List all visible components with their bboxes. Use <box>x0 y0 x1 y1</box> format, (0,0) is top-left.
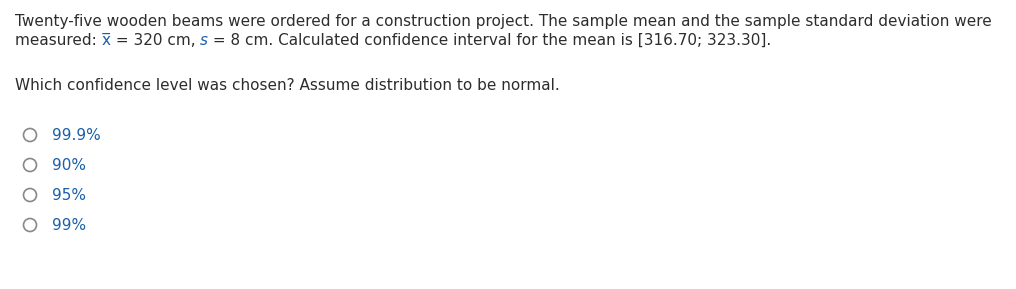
Text: 99%: 99% <box>52 218 86 233</box>
Text: Twenty-five wooden beams were ordered for a construction project. The sample mea: Twenty-five wooden beams were ordered fo… <box>15 14 992 29</box>
Text: = 8 cm. Calculated confidence interval for the mean is [316.70; 323.30].: = 8 cm. Calculated confidence interval f… <box>208 33 771 48</box>
Text: 99.9%: 99.9% <box>52 128 101 143</box>
Text: = 320 cm,: = 320 cm, <box>111 33 200 48</box>
Text: measured:: measured: <box>15 33 102 48</box>
Text: x̅: x̅ <box>102 33 111 48</box>
Text: 95%: 95% <box>52 188 86 203</box>
Text: s: s <box>200 33 208 48</box>
Text: Which confidence level was chosen? Assume distribution to be normal.: Which confidence level was chosen? Assum… <box>15 78 560 93</box>
Text: 90%: 90% <box>52 158 86 173</box>
